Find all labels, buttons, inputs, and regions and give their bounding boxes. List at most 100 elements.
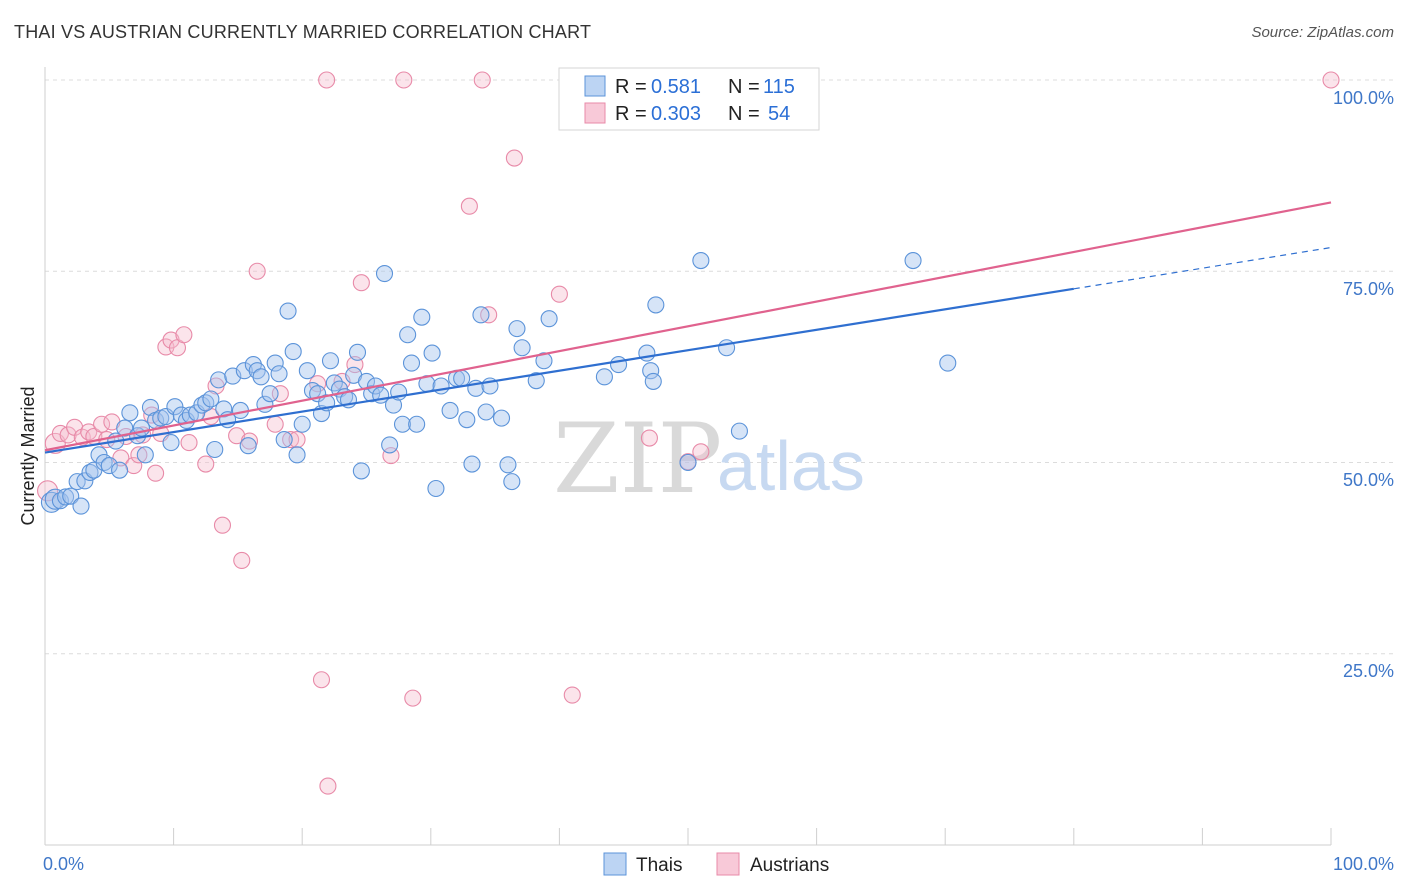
austrian-point-52 — [640, 429, 658, 447]
chart-title: THAI VS AUSTRIAN CURRENTLY MARRIED CORRE… — [14, 22, 592, 42]
austrian-point-23 — [180, 434, 198, 452]
thai-point-16 — [121, 404, 139, 422]
thai-point-6 — [72, 497, 90, 515]
thai-point-89 — [472, 306, 490, 324]
austrian-point-42 — [352, 274, 370, 292]
thai-point-19 — [136, 446, 154, 464]
y-tick-label-25: 25.0% — [1343, 661, 1394, 681]
thai-point-93 — [499, 456, 517, 474]
austrian-point-24 — [197, 455, 215, 473]
austrian-point-47 — [473, 71, 491, 89]
thai-point-83 — [441, 401, 459, 420]
thai-point-109 — [730, 422, 748, 440]
austrian-point-17 — [147, 464, 165, 482]
thai-point-100 — [595, 368, 613, 386]
austrian-point-46 — [460, 197, 478, 215]
thai-point-25 — [166, 398, 184, 416]
thai-point-14 — [111, 461, 129, 479]
thai-point-77 — [408, 415, 426, 433]
thai-point-99 — [540, 310, 558, 328]
legend-bottom: Thais Austrians — [603, 852, 829, 876]
thai-point-58 — [321, 352, 340, 370]
austrian-point-44 — [395, 71, 413, 89]
thai-point-49 — [279, 302, 297, 320]
thai-point-3 — [57, 488, 75, 506]
thai-point-96 — [513, 339, 531, 357]
thai-point-98 — [535, 352, 553, 370]
legend-thais-n-value: 115 — [763, 76, 795, 98]
thai-point-20 — [141, 398, 160, 416]
y-tick-label-75: 75.0% — [1343, 279, 1394, 299]
source-label: Source: ZipAtlas.com — [1251, 24, 1394, 41]
thai-point-111 — [939, 354, 957, 372]
austrian-point-49 — [505, 149, 523, 167]
y-axis-title: Currently Married — [18, 386, 38, 525]
legend-top: R = 0.581 N = 115 R = 0.303 N = 54 — [558, 67, 820, 131]
thais-trend-line — [44, 287, 1074, 454]
thai-point-4 — [62, 487, 80, 505]
thai-point-104 — [644, 372, 662, 390]
legend-thais-swatch — [584, 75, 606, 97]
austrian-point-28 — [228, 427, 246, 445]
legend-bottom-austrians-swatch — [716, 852, 740, 876]
thai-point-45 — [261, 385, 279, 403]
trend-lines — [44, 201, 1332, 454]
thai-point-32 — [202, 390, 220, 408]
thai-point-11 — [95, 453, 113, 472]
thai-point-52 — [293, 415, 311, 433]
thai-point-110 — [904, 251, 922, 270]
thai-point-87 — [463, 455, 481, 473]
thai-point-75 — [399, 326, 417, 344]
thai-point-65 — [352, 462, 370, 480]
austrian-point-29 — [233, 551, 251, 569]
austrian-point-51 — [563, 686, 581, 704]
thai-point-71 — [381, 436, 399, 454]
austrian-point-0 — [37, 480, 59, 502]
austrians-trend-line — [44, 201, 1332, 452]
legend-austrians-swatch — [584, 102, 606, 124]
austrian-point-6 — [80, 423, 98, 441]
thai-point-85 — [453, 369, 471, 387]
austrian-point-39 — [319, 777, 337, 795]
thai-point-78 — [413, 308, 431, 326]
thai-point-82 — [432, 377, 450, 395]
thai-point-1 — [44, 488, 66, 510]
thai-point-40 — [239, 437, 257, 455]
x-tick-label-max: 100.0% — [1333, 854, 1394, 874]
austrian-point-34 — [282, 430, 300, 449]
thai-point-24 — [162, 434, 180, 452]
austrian-point-31 — [248, 262, 266, 280]
thai-point-15 — [116, 419, 134, 437]
y-tick-label-100: 100.0% — [1333, 88, 1394, 108]
thai-point-39 — [235, 362, 253, 380]
watermark-zip: ZIP — [553, 403, 722, 515]
austrian-point-22 — [175, 326, 193, 344]
thai-point-106 — [679, 453, 697, 472]
thai-point-86 — [458, 411, 476, 429]
thai-point-74 — [393, 415, 412, 433]
thai-point-105 — [647, 296, 665, 314]
thai-point-90 — [477, 403, 495, 421]
austrian-point-45 — [404, 689, 422, 707]
austrian-point-8 — [93, 415, 111, 433]
austrian-point-32 — [266, 415, 284, 433]
legend-bottom-thais-swatch — [603, 852, 627, 876]
thai-point-101 — [610, 356, 628, 374]
thai-point-97 — [527, 372, 545, 390]
austrian-point-54 — [692, 443, 710, 461]
austrian-point-50 — [550, 285, 568, 303]
thai-point-35 — [215, 400, 233, 418]
austrian-point-14 — [130, 446, 148, 464]
legend-austrians-r-value: 0.303 — [651, 103, 701, 125]
thai-point-70 — [375, 264, 394, 283]
thai-point-50 — [284, 343, 302, 361]
austrian-point-33 — [271, 385, 289, 403]
austrian-point-55 — [1322, 71, 1340, 89]
legend-thais-r-value: 0.581 — [651, 76, 701, 98]
austrian-point-36 — [309, 375, 327, 393]
thai-point-92 — [492, 409, 511, 427]
thai-point-48 — [275, 430, 293, 449]
watermark-atlas: atlas — [717, 427, 865, 505]
x-ticks — [44, 828, 1332, 845]
